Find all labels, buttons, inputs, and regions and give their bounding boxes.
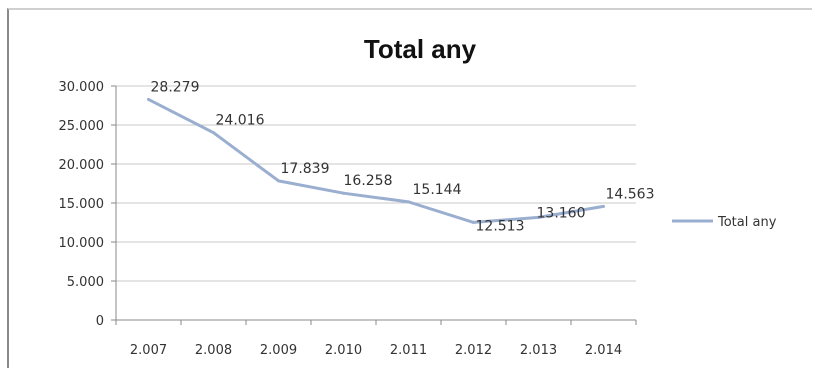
data-label: 17.839	[281, 161, 330, 177]
y-tick-label: 10.000	[59, 236, 105, 251]
data-label: 14.563	[606, 186, 655, 202]
x-tick-label: 2.008	[195, 343, 232, 358]
data-label: 28.279	[151, 79, 200, 95]
x-tick-label: 2.010	[325, 343, 362, 358]
data-label: 12.513	[476, 218, 525, 234]
data-point	[602, 204, 605, 208]
series-group	[147, 97, 605, 224]
data-labels: 28.279 24.016 17.839 16.258 15.144 12.513 13.1…	[151, 79, 655, 234]
y-tick-label: 30.000	[59, 80, 105, 95]
data-label: 13.160	[537, 205, 586, 221]
x-tick-label: 2.014	[585, 343, 622, 358]
y-tick-label: 15.000	[59, 197, 105, 212]
x-tick-label: 2.011	[390, 343, 427, 358]
y-tick-label: 0	[96, 314, 104, 329]
data-label: 15.144	[413, 182, 462, 198]
x-tick-label: 2.012	[455, 343, 492, 358]
x-axis-ticks: 2.007 2.008 2.009 2.010 2.011 2.012 2.013 2.014	[115, 320, 637, 358]
chart-frame	[7, 8, 812, 368]
y-tick-label: 20.000	[59, 158, 105, 173]
data-point	[537, 215, 540, 219]
data-label: 24.016	[216, 113, 265, 129]
x-tick-label: 2.013	[520, 343, 557, 358]
data-point	[342, 191, 345, 195]
data-point	[147, 97, 150, 101]
data-point	[212, 131, 215, 135]
data-point	[407, 200, 410, 204]
x-tick-label: 2.007	[130, 343, 167, 358]
x-tick-label: 2.009	[260, 343, 297, 358]
legend: Total any	[672, 215, 777, 230]
data-label: 16.258	[344, 173, 393, 189]
y-tick-label: 5.000	[67, 275, 104, 290]
chart-title: Total any	[364, 34, 477, 64]
gridlines	[116, 85, 636, 282]
y-tick-label: 25.000	[59, 119, 105, 134]
y-axis-ticks: 0 5.000 10.000 15.000 20.000 25.000 30.000	[59, 80, 116, 329]
legend-label: Total any	[717, 215, 777, 230]
series-line	[147, 98, 604, 224]
data-point	[277, 179, 280, 183]
data-point	[472, 220, 475, 224]
